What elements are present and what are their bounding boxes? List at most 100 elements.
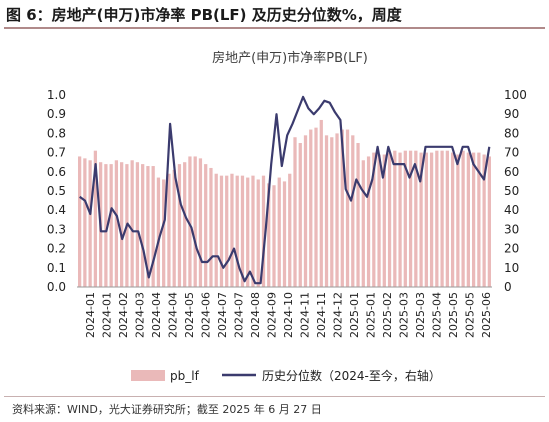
y-left-tick-label: 0.2 — [47, 242, 66, 256]
bar — [130, 160, 134, 287]
bar — [288, 173, 292, 287]
x-tick-label: 2024-06 — [200, 292, 213, 338]
bar — [214, 173, 218, 287]
bar — [366, 156, 371, 287]
bar — [251, 175, 255, 287]
y-right-tick-label: 80 — [504, 126, 519, 140]
bar — [298, 143, 302, 287]
bar — [109, 164, 113, 287]
bar — [162, 179, 166, 287]
bar — [450, 152, 455, 287]
bar — [387, 152, 392, 287]
y-right-tick-label: 90 — [504, 107, 519, 121]
y-right-tick-label: 10 — [504, 261, 519, 275]
x-tick-label: 2025-05 — [464, 292, 477, 338]
bar — [219, 175, 224, 287]
y-right-tick-label: 40 — [504, 203, 519, 217]
bar — [156, 177, 161, 287]
bar — [246, 177, 250, 287]
x-tick-label: 2024-02 — [117, 292, 130, 338]
x-tick-label: 2024-04 — [150, 292, 163, 338]
x-tick-label: 2024-09 — [266, 292, 279, 338]
y-left-tick-label: 0.7 — [47, 146, 66, 160]
x-tick-label: 2024-01 — [101, 292, 114, 338]
chart: 房地产(申万)市净率PB(LF) 0.00.10.20.30.40.50.60.… — [47, 50, 527, 383]
x-tick-label: 2024-01 — [84, 292, 97, 338]
bar — [114, 160, 119, 287]
bar — [356, 143, 360, 287]
bar — [78, 156, 82, 287]
axes: 0.0 0.1 0.2 0.3 0.4 0.5 0.6 0.7 0.8 0.9 1.0 0 10 20 30… — [47, 88, 527, 338]
y-right-tick-label: 100 — [504, 88, 527, 102]
bar — [183, 162, 187, 287]
x-tick-label: 2025-02 — [381, 292, 394, 338]
bar — [471, 152, 476, 287]
x-tick-label: 2025-04 — [431, 292, 444, 338]
bar — [414, 150, 418, 287]
bar — [167, 173, 171, 287]
bar — [456, 154, 460, 287]
bar — [88, 160, 92, 287]
x-tick-label: 2024-11 — [315, 292, 328, 338]
bar — [172, 169, 176, 287]
bar — [445, 150, 449, 287]
bar — [351, 135, 355, 287]
x-tick-label: 2024-10 — [282, 292, 295, 338]
bar — [382, 154, 386, 287]
bar — [293, 137, 297, 287]
x-tick-label: 2024-03 — [134, 292, 147, 338]
bar — [461, 150, 465, 287]
title-rule — [4, 27, 545, 29]
chart-title: 房地产(申万)市净率PB(LF) — [212, 50, 368, 66]
bar — [403, 150, 407, 287]
bar — [256, 179, 260, 287]
y-left-tick-label: 0.4 — [47, 203, 66, 217]
bar — [272, 185, 276, 287]
x-tick-label: 2024-04 — [167, 292, 180, 338]
bar — [230, 173, 234, 287]
legend-label-pb-lf: pb_lf — [170, 369, 200, 383]
x-tick-label: 2024-12 — [332, 292, 345, 338]
bar — [120, 162, 124, 287]
x-tick-label: 2025-05 — [447, 292, 460, 338]
source-note: 资料来源：WIND，光大证券研究所；截至 2025 年 6 月 27 日 — [12, 403, 322, 416]
legend: pb_lf 历史分位数（2024-至今，右轴） — [131, 368, 441, 383]
bar — [188, 156, 192, 287]
y-left-tick-label: 0.8 — [47, 126, 66, 140]
bar — [340, 129, 344, 287]
bar — [372, 152, 376, 287]
bar — [225, 175, 229, 287]
bar — [440, 150, 444, 287]
bar — [146, 166, 150, 287]
bar — [466, 152, 470, 287]
x-tick-label: 2024-07 — [233, 292, 246, 338]
bar — [314, 127, 318, 287]
x-tick-label: 2025-01 — [348, 292, 361, 338]
y-right-tick-label: 20 — [504, 242, 519, 256]
bar — [377, 154, 381, 287]
bar — [330, 137, 334, 287]
x-tick-label: 2025-01 — [365, 292, 378, 338]
x-tick-label: 2025-03 — [398, 292, 411, 338]
bar — [477, 152, 481, 287]
y-left-tick-label: 0.1 — [47, 261, 66, 275]
x-tick-label: 2024-08 — [249, 292, 262, 338]
y-right-tick-label: 50 — [504, 184, 519, 198]
bar — [193, 156, 197, 287]
x-tick-label: 2024-11 — [299, 292, 312, 338]
x-tick-label: 2025-06 — [480, 292, 493, 338]
legend-label-percentile: 历史分位数（2024-至今，右轴） — [262, 368, 441, 383]
y-right-tick-label: 70 — [504, 146, 519, 160]
bar — [345, 129, 350, 287]
bar — [267, 183, 271, 287]
y-left-tick-label: 0.6 — [47, 165, 66, 179]
bar — [303, 135, 308, 287]
x-tick-label: 2024-07 — [216, 292, 229, 338]
y-right-tick-label: 60 — [504, 165, 519, 179]
x-tick-label: 2024-05 — [183, 292, 196, 338]
y-right-tick-label: 0 — [504, 280, 512, 294]
bar — [93, 150, 98, 287]
bar — [335, 133, 339, 287]
bar — [209, 167, 213, 287]
bar — [240, 175, 245, 287]
